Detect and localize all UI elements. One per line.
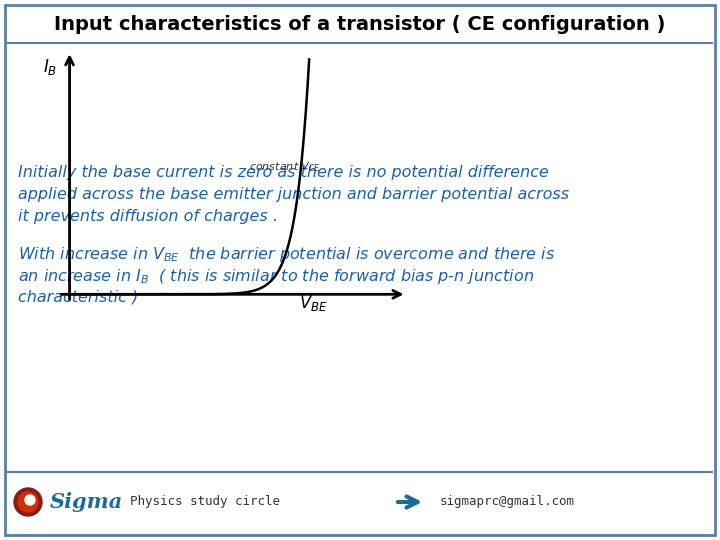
Text: an increase in $I_B$  ( this is similar to the forward bias p-n junction: an increase in $I_B$ ( this is similar t… <box>18 267 534 286</box>
Text: applied across the base emitter junction and barrier potential across: applied across the base emitter junction… <box>18 187 569 202</box>
Text: $I_B$: $I_B$ <box>43 57 58 77</box>
FancyBboxPatch shape <box>5 5 715 535</box>
Circle shape <box>14 488 42 516</box>
Text: constant $V_{CE}$: constant $V_{CE}$ <box>249 160 321 174</box>
Text: characteristic ): characteristic ) <box>18 289 138 304</box>
Circle shape <box>25 495 35 505</box>
Text: Sigma: Sigma <box>50 492 123 512</box>
Circle shape <box>18 492 38 512</box>
Text: Initially the base current is zero as there is no potential difference: Initially the base current is zero as th… <box>18 165 549 180</box>
Text: sigmaprc@gmail.com: sigmaprc@gmail.com <box>440 496 575 509</box>
Text: With increase in $V_{BE}$  the barrier potential is overcome and there is: With increase in $V_{BE}$ the barrier po… <box>18 245 555 264</box>
Text: it prevents diffusion of charges .: it prevents diffusion of charges . <box>18 209 278 224</box>
Text: $V_{BE}$: $V_{BE}$ <box>299 293 328 313</box>
Text: Physics study circle: Physics study circle <box>130 496 280 509</box>
Text: Input characteristics of a transistor ( CE configuration ): Input characteristics of a transistor ( … <box>54 16 666 35</box>
